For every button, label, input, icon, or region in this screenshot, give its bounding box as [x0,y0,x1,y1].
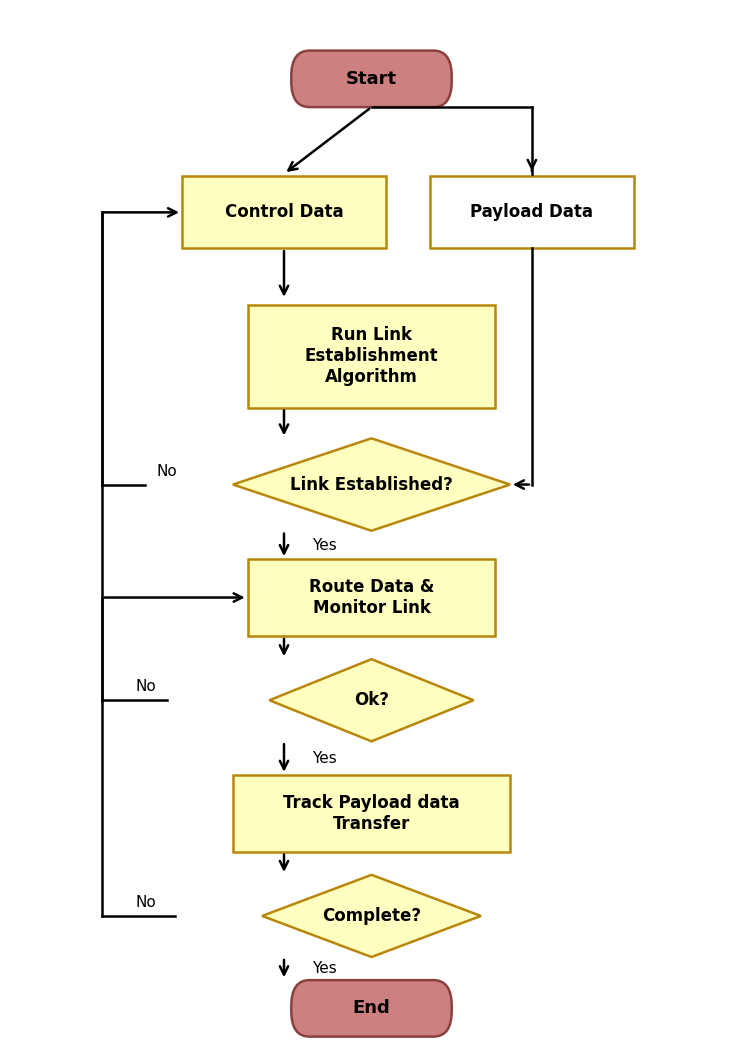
Text: Yes: Yes [312,537,337,553]
FancyBboxPatch shape [430,176,634,248]
FancyBboxPatch shape [233,775,510,852]
Text: Ok?: Ok? [354,692,389,709]
Text: No: No [135,895,156,911]
Text: Run Link
Establishment
Algorithm: Run Link Establishment Algorithm [305,326,438,386]
FancyBboxPatch shape [291,980,452,1037]
FancyBboxPatch shape [247,305,496,408]
Text: Complete?: Complete? [322,907,421,925]
Text: Link Established?: Link Established? [290,476,453,493]
Text: Yes: Yes [312,751,337,767]
Text: End: End [353,999,390,1017]
Text: Start: Start [346,70,397,88]
Text: No: No [135,679,156,695]
Polygon shape [270,659,473,742]
Text: Route Data &
Monitor Link: Route Data & Monitor Link [309,578,434,616]
FancyBboxPatch shape [291,51,452,107]
Text: Yes: Yes [312,961,337,976]
Text: Payload Data: Payload Data [470,203,594,221]
Polygon shape [233,438,510,531]
Text: Track Payload data
Transfer: Track Payload data Transfer [283,794,460,832]
FancyBboxPatch shape [182,176,386,248]
FancyBboxPatch shape [247,559,496,636]
Text: Control Data: Control Data [224,203,343,221]
Text: No: No [157,464,178,479]
Polygon shape [262,875,481,957]
